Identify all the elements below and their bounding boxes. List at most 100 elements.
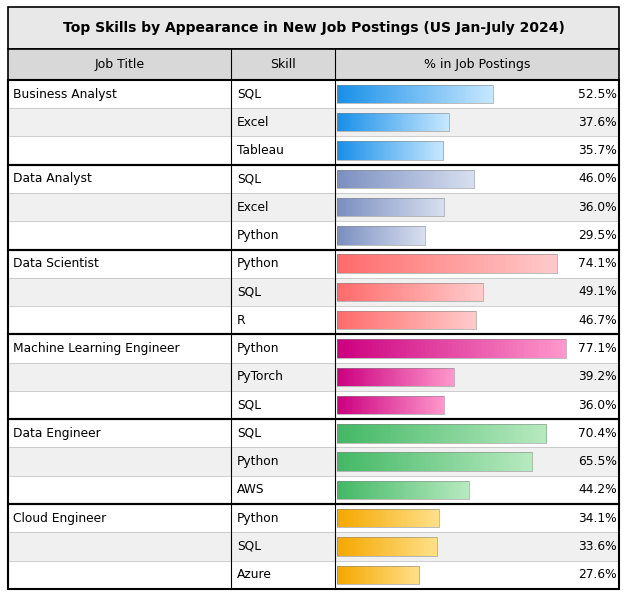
Bar [352, 198, 354, 216]
Bar [381, 537, 382, 555]
Bar [346, 141, 349, 160]
Text: 70.4%: 70.4% [578, 427, 617, 440]
Text: 65.5%: 65.5% [578, 455, 617, 468]
Bar [441, 113, 444, 132]
Bar [390, 481, 393, 499]
Bar [555, 339, 559, 358]
Bar [498, 254, 503, 273]
Bar [490, 452, 493, 471]
Bar [426, 396, 428, 414]
Bar [433, 339, 437, 358]
Bar [436, 368, 438, 386]
Text: 39.2%: 39.2% [578, 370, 617, 383]
Bar [433, 85, 436, 103]
Bar [386, 311, 389, 330]
Bar [431, 424, 435, 442]
Bar [551, 339, 555, 358]
Bar [470, 452, 474, 471]
Bar [361, 85, 364, 103]
Bar [374, 509, 376, 527]
Bar [376, 85, 379, 103]
Bar [353, 368, 355, 386]
Bar [373, 396, 375, 414]
Bar [390, 226, 392, 244]
Bar [415, 85, 418, 103]
Bar [382, 198, 384, 216]
Bar [341, 339, 345, 358]
Bar [345, 396, 347, 414]
Bar [382, 424, 386, 442]
Bar [502, 339, 505, 358]
Bar [374, 283, 377, 301]
Bar [444, 283, 447, 301]
Bar [442, 424, 446, 442]
Bar [380, 198, 382, 216]
Bar [525, 452, 529, 471]
Bar [393, 537, 394, 555]
Bar [499, 452, 503, 471]
Bar [406, 452, 409, 471]
Bar [361, 509, 363, 527]
Bar [355, 424, 359, 442]
Bar [483, 85, 486, 103]
Bar [435, 368, 436, 386]
Bar [379, 85, 382, 103]
Text: 33.6%: 33.6% [578, 540, 617, 553]
Bar [465, 170, 467, 188]
Bar [369, 170, 372, 188]
Bar [411, 396, 413, 414]
Bar [384, 537, 386, 555]
Bar [342, 481, 344, 499]
Bar [440, 113, 442, 132]
Bar [354, 509, 356, 527]
Bar [354, 396, 356, 414]
Bar [439, 396, 441, 414]
Bar [414, 226, 416, 244]
Bar [505, 339, 509, 358]
Bar [391, 283, 394, 301]
Bar [429, 311, 433, 330]
Bar [350, 396, 352, 414]
Bar [378, 566, 380, 584]
Bar [393, 113, 396, 132]
Bar [396, 452, 399, 471]
Bar [403, 141, 405, 160]
Text: SQL: SQL [237, 172, 261, 185]
Bar [422, 537, 424, 555]
Bar [428, 452, 431, 471]
Bar [423, 509, 425, 527]
Bar [344, 509, 346, 527]
Bar [501, 424, 505, 442]
Bar [427, 537, 429, 555]
Bar [361, 198, 362, 216]
Bar [385, 170, 387, 188]
Bar [359, 226, 361, 244]
Bar [391, 226, 393, 244]
Bar [371, 396, 373, 414]
Bar [432, 113, 435, 132]
Bar [396, 481, 399, 499]
Bar [362, 396, 364, 414]
Bar [441, 141, 444, 160]
Bar [401, 368, 404, 386]
Bar [480, 452, 483, 471]
Bar [405, 85, 408, 103]
Bar [477, 424, 480, 442]
Bar [400, 566, 402, 584]
Bar [430, 113, 433, 132]
Bar [425, 452, 428, 471]
Bar [399, 85, 403, 103]
Bar [424, 368, 427, 386]
Bar [436, 481, 438, 499]
Bar [398, 141, 399, 160]
Bar [364, 481, 366, 499]
Bar [431, 85, 434, 103]
Bar [8, 448, 619, 476]
Bar [361, 537, 362, 555]
Bar [425, 339, 429, 358]
Bar [421, 452, 425, 471]
Bar [429, 141, 431, 160]
Bar [393, 452, 396, 471]
Bar [376, 537, 377, 555]
Bar [451, 368, 454, 386]
